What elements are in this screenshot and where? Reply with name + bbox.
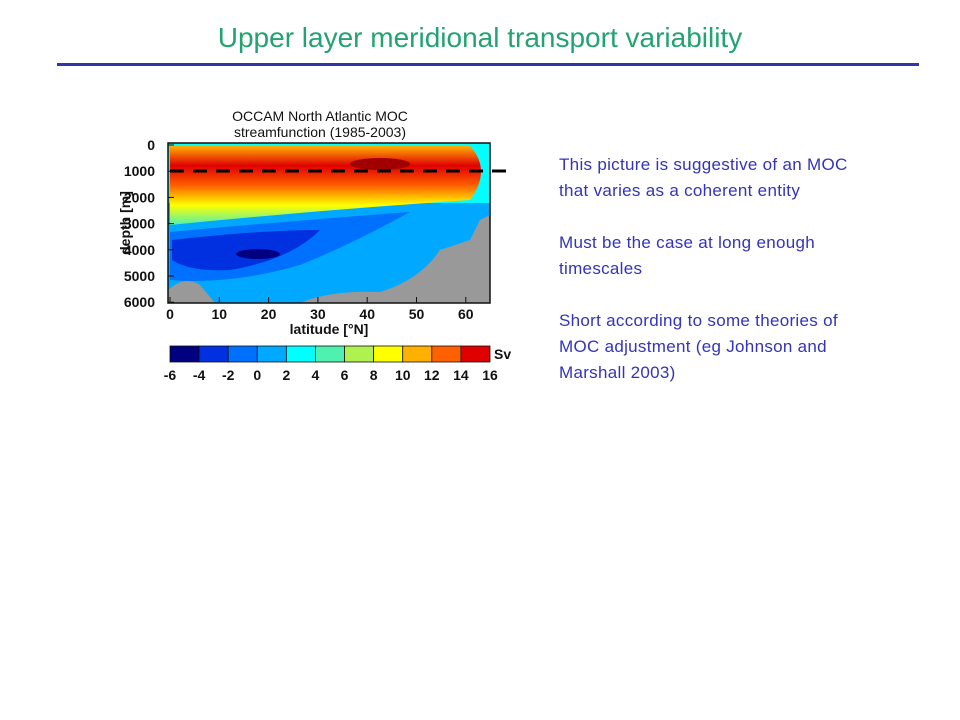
colorbar-swatch [285, 345, 316, 363]
colorbar-label: 16 [482, 367, 498, 383]
colorbar-swatch [402, 345, 433, 363]
y-tick-label: 1000 [124, 163, 155, 179]
colorbar-label: 2 [282, 367, 290, 383]
colorbar-label: -2 [222, 367, 235, 383]
x-tick-label: 30 [310, 306, 326, 322]
y-tick-label: 5000 [124, 268, 155, 284]
colorbar-swatch [256, 345, 287, 363]
bullet-text: Must be the case at long enough timescal… [559, 233, 815, 278]
x-tick-label: 20 [261, 306, 277, 322]
x-tick-label: 0 [166, 306, 174, 322]
figure-caption: streamfunction (1985-2003) [234, 124, 406, 140]
slide-title: Upper layer meridional transport variabi… [217, 22, 743, 53]
colorbar-swatch [344, 345, 375, 363]
x-tick-label: 60 [458, 306, 474, 322]
colorbar-swatch [169, 345, 200, 363]
title-underline [57, 63, 919, 66]
colorbar-label: -6 [164, 367, 177, 383]
x-axis-label: latitude [°N] [290, 321, 369, 337]
colorbar-label: 8 [370, 367, 378, 383]
colorbar-label: 12 [424, 367, 440, 383]
topography [300, 215, 490, 303]
plot-frame [167, 142, 491, 304]
y-tick-label: 6000 [124, 294, 155, 310]
x-tick-label: 50 [409, 306, 425, 322]
y-tick-label: 2000 [124, 189, 155, 205]
colorbar-label: -4 [193, 367, 206, 383]
colorbar-label: 4 [312, 367, 320, 383]
colorbar-unit: Sv [494, 346, 511, 362]
y-axis-label: depth [m] [117, 191, 133, 255]
colorbar-swatch [373, 345, 404, 363]
colorbar-swatch [431, 345, 462, 363]
y-tick-label: 3000 [124, 216, 155, 232]
bullet-text: This picture is suggestive of an MOC tha… [559, 155, 848, 200]
colorbar-swatch [198, 345, 229, 363]
bullet-text: Short according to some theories of MOC … [559, 311, 838, 382]
topography [168, 281, 215, 303]
figure-caption: OCCAM North Atlantic MOC [232, 108, 408, 124]
colorbar-swatch [227, 345, 258, 363]
colorbar-label: 10 [395, 367, 411, 383]
colorbar-swatch [315, 345, 345, 363]
colorbar-label: 14 [453, 367, 469, 383]
contour-fill [236, 249, 280, 259]
y-tick-label: 4000 [124, 242, 155, 258]
colorbar-label: 6 [341, 367, 349, 383]
x-tick-label: 10 [212, 306, 228, 322]
y-tick-label: 0 [147, 137, 155, 153]
x-tick-label: 40 [359, 306, 375, 322]
figure: OCCAM North Atlantic MOC streamfunction … [117, 108, 512, 383]
bullet-list: This picture is suggestive of an MOC tha… [559, 152, 879, 412]
colorbar-label: 0 [253, 367, 261, 383]
colorbar-swatch [460, 345, 491, 363]
contour-fill [350, 158, 410, 170]
